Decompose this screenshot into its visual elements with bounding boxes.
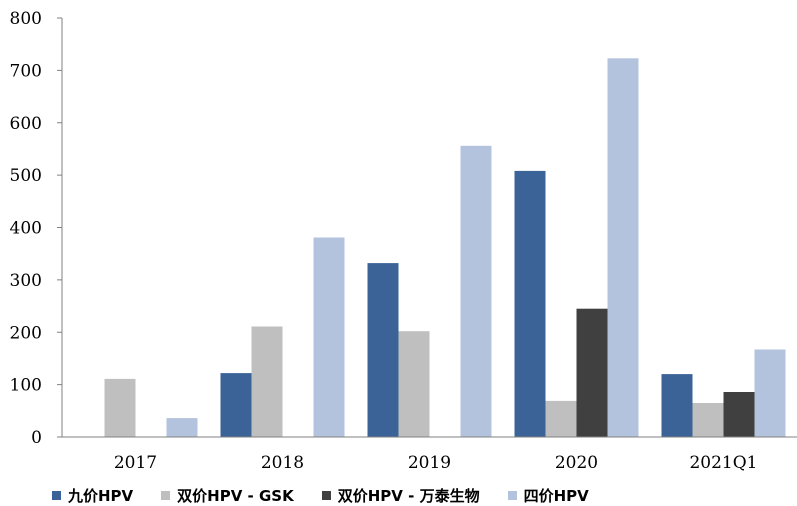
legend-label: 双价HPV - 万泰生物 [337, 486, 480, 505]
bar-2017-series-1 [104, 378, 136, 437]
x-tick-label: 2021Q1 [689, 453, 757, 473]
bar-2019-series-3 [460, 145, 492, 438]
bar-2021Q1-series-1 [692, 403, 724, 437]
bar-2020-series-0 [514, 170, 546, 437]
y-tick-label: 0 [31, 428, 42, 448]
y-axis-ticks: 0 100 200 300 400 500 600 700 800 [10, 9, 62, 448]
x-tick-label: 2017 [114, 453, 157, 473]
bar-2018-series-1 [251, 326, 283, 437]
bar-2019-series-0 [367, 263, 399, 437]
legend-item-bivalent-gsk: 双价HPV - GSK [161, 485, 294, 506]
legend-swatch [321, 490, 331, 500]
x-axis-ticks: 2017 2018 2019 2020 2021Q1 [114, 453, 758, 473]
bar-2018-series-3 [313, 237, 345, 437]
y-tick-label: 300 [10, 271, 42, 291]
legend-item-ninevalent: 九价HPV [52, 485, 133, 506]
bar-2019-series-1 [398, 331, 430, 437]
bar-2021Q1-series-3 [754, 349, 786, 437]
y-tick-label: 500 [10, 166, 42, 186]
legend: 九价HPV 双价HPV - GSK 双价HPV - 万泰生物 四价HPV [52, 484, 617, 506]
y-tick-label: 200 [10, 323, 42, 343]
y-tick-label: 100 [10, 376, 42, 396]
bar-2017-series-3 [166, 418, 198, 437]
bar-2020-series-3 [607, 58, 639, 438]
legend-label: 双价HPV - GSK [177, 486, 294, 505]
bar-2018-series-0 [220, 373, 252, 437]
y-tick-label: 600 [10, 114, 42, 134]
legend-item-quadrivalent: 四价HPV [507, 485, 589, 506]
y-tick-label: 700 [10, 61, 42, 81]
legend-swatch [161, 490, 171, 500]
x-tick-label: 2019 [408, 453, 451, 473]
bar-2020-series-1 [545, 400, 577, 437]
y-tick-label: 800 [10, 9, 42, 29]
y-tick-label: 400 [10, 219, 42, 239]
bar-2021Q1-series-2 [723, 392, 755, 437]
bar-2021Q1-series-0 [661, 374, 693, 437]
legend-swatch [52, 490, 61, 500]
bars-group [104, 58, 786, 438]
x-tick-label: 2018 [261, 453, 304, 473]
legend-label: 九价HPV [68, 486, 134, 505]
legend-swatch [507, 490, 517, 500]
bar-2020-series-2 [576, 308, 608, 437]
x-tick-label: 2020 [555, 453, 598, 473]
legend-item-bivalent-wantai: 双价HPV - 万泰生物 [321, 485, 480, 506]
legend-label: 四价HPV [523, 486, 589, 505]
